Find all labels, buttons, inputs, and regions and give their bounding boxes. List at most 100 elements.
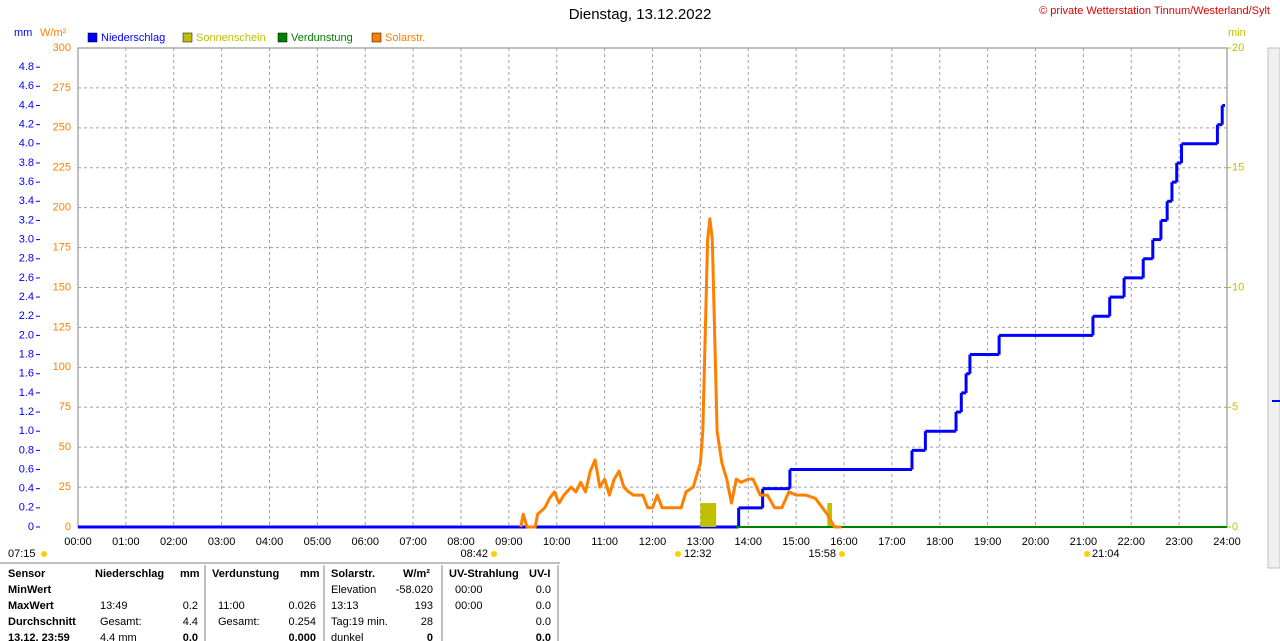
x-tick-label: 19:00 <box>974 536 1002 548</box>
y-axis-unit: mm <box>14 27 32 39</box>
x-tick-label: 03:00 <box>208 536 236 548</box>
y-tick-label: 1.2 <box>19 406 34 418</box>
table-header: Sensor <box>8 568 46 580</box>
table-row-label: MinWert <box>8 584 52 596</box>
table-row-label: MaxWert <box>8 600 54 612</box>
table-header-unit: W/m² <box>403 568 430 580</box>
y2-tick-label: 75 <box>59 401 71 413</box>
table-cell-label: Gesamt: <box>100 616 142 628</box>
y-tick-label: 2.2 <box>19 310 34 322</box>
annotation-marker <box>839 551 845 557</box>
bar <box>700 503 717 527</box>
table-header-unit: mm <box>180 568 200 580</box>
bar <box>827 503 833 527</box>
table-cell-value: 0.026 <box>288 600 316 612</box>
y-tick-label: 0 <box>28 521 34 533</box>
y-tick-label: 0.4 <box>19 483 34 495</box>
y2-tick-label: 100 <box>53 361 71 373</box>
x-tick-label: 08:00 <box>447 536 475 548</box>
table-cell-label: 00:00 <box>455 600 483 612</box>
y2-tick-label: 225 <box>53 162 71 174</box>
y3-axis-unit: min <box>1228 27 1246 39</box>
x-tick-label: 05:00 <box>304 536 332 548</box>
x-tick-label: 16:00 <box>830 536 858 548</box>
x-tick-label: 01:00 <box>112 536 140 548</box>
y2-tick-label: 250 <box>53 122 71 134</box>
y-tick-label: 3.8 <box>19 157 34 169</box>
y-tick-label: 1.6 <box>19 368 34 380</box>
y2-axis-unit: W/m² <box>40 27 67 39</box>
table-cell-value: 0.2 <box>183 600 198 612</box>
table-cell-label: 4.4 mm <box>100 632 137 641</box>
chart-title: Dienstag, 13.12.2022 <box>569 6 712 23</box>
table-cell-value: 0.0 <box>536 584 551 596</box>
y2-tick-label: 300 <box>53 42 71 54</box>
y3-tick-label: 5 <box>1232 401 1238 413</box>
table-cell-value: 0.0 <box>536 616 551 628</box>
y3-tick-label: 10 <box>1232 281 1244 293</box>
x-tick-label: 02:00 <box>160 536 188 548</box>
y-tick-label: 3.2 <box>19 214 34 226</box>
table-cell-value: 0.254 <box>288 616 316 628</box>
annotation-marker <box>491 551 497 557</box>
x-tick-label: 17:00 <box>878 536 906 548</box>
y2-tick-label: 0 <box>65 521 71 533</box>
y-tick-label: 1.8 <box>19 348 34 360</box>
table-header-unit: mm <box>300 568 320 580</box>
table-cell-label: dunkel <box>331 632 363 641</box>
y-tick-label: 2.8 <box>19 253 34 265</box>
y-tick-label: 2.4 <box>19 291 34 303</box>
table-row-label: Durchschnitt <box>8 616 76 628</box>
x-tick-label: 18:00 <box>926 536 954 548</box>
y-tick-label: 4.0 <box>19 138 34 150</box>
copyright: © private Wetterstation Tinnum/Westerlan… <box>1039 5 1270 17</box>
table-cell-value: 0.000 <box>288 632 316 641</box>
legend-swatch <box>182 32 193 43</box>
x-tick-label: 09:00 <box>495 536 523 548</box>
annotation: 08:42 <box>460 548 488 560</box>
table-row-label: 13.12. 23:59 <box>8 632 70 641</box>
y-tick-label: 2.6 <box>19 272 34 284</box>
table-header: Verdunstung <box>212 568 279 580</box>
y-tick-label: 4.2 <box>19 119 34 131</box>
annotation-marker <box>1084 551 1090 557</box>
annotation: 21:04 <box>1092 548 1120 560</box>
y-tick-label: 0.8 <box>19 444 34 456</box>
table-cell-value: 28 <box>421 616 433 628</box>
x-tick-label: 13:00 <box>687 536 715 548</box>
y-tick-label: 2.0 <box>19 329 34 341</box>
table-cell-label: Gesamt: <box>218 616 260 628</box>
y-tick-label: 1.4 <box>19 387 34 399</box>
table-header: UV-Strahlung <box>449 568 519 580</box>
y-tick-label: 4.4 <box>19 99 34 111</box>
table-cell-label: 00:00 <box>455 584 483 596</box>
x-tick-label: 07:00 <box>399 536 427 548</box>
legend-swatch <box>87 32 98 43</box>
table-cell-label: Tag:19 min. <box>331 616 388 628</box>
x-tick-label: 12:00 <box>639 536 667 548</box>
plot-frame <box>77 47 1228 528</box>
annotation-marker <box>675 551 681 557</box>
annotation: 15:58 <box>808 548 836 560</box>
legend-label: Sonnenschein <box>196 32 266 44</box>
table-header-unit: UV-I <box>529 568 550 580</box>
x-tick-label: 23:00 <box>1165 536 1193 548</box>
y-tick-label: 0.6 <box>19 463 34 475</box>
table-cell-label: 13:49 <box>100 600 128 612</box>
annotation-marker <box>41 551 47 557</box>
y3-tick-label: 0 <box>1232 521 1238 533</box>
side-panel <box>1267 47 1280 569</box>
y2-tick-label: 150 <box>53 281 71 293</box>
y-tick-label: 4.8 <box>19 61 34 73</box>
legend-swatch <box>277 32 288 43</box>
table-cell-value: 0 <box>427 632 433 641</box>
y-tick-label: 3.6 <box>19 176 34 188</box>
table-cell-label: 13:13 <box>331 600 359 612</box>
table-cell-label: 11:00 <box>218 600 245 612</box>
table-cell-label: Elevation <box>331 584 376 596</box>
y-tick-label: 1.0 <box>19 425 34 437</box>
x-tick-label: 14:00 <box>734 536 762 548</box>
table-cell-value: 0.0 <box>536 600 551 612</box>
x-tick-label: 20:00 <box>1022 536 1050 548</box>
